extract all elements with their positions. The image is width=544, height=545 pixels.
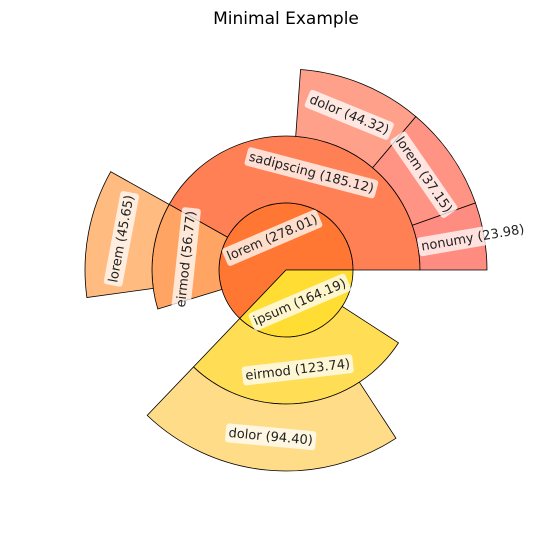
segment xyxy=(146,366,397,472)
value-label: (94.40) xyxy=(265,429,314,448)
segment-label: eirmod(56.77) xyxy=(171,207,201,312)
label-box xyxy=(171,207,201,312)
value-label: (123.74) xyxy=(294,356,351,377)
label-box xyxy=(304,89,394,140)
segments xyxy=(84,69,488,472)
label-box xyxy=(248,273,351,331)
label-box xyxy=(225,423,317,451)
label-text: eirmod(56.77) xyxy=(173,210,198,308)
label-name: lorem xyxy=(106,244,128,283)
value-label: (56.77) xyxy=(179,210,199,259)
segment-label: lorem(278.01) xyxy=(222,209,323,266)
label-box xyxy=(244,147,379,199)
segment-label: dolor (94.40) xyxy=(225,423,317,451)
label-box xyxy=(241,354,354,386)
label-name: eirmod xyxy=(173,261,193,308)
segment-label: lorem(45.65) xyxy=(103,191,140,287)
label-text: eirmod (123.74) xyxy=(245,356,351,383)
chart-title: Minimal Example xyxy=(213,9,359,29)
segment-label: nonumy(23.98) xyxy=(417,219,529,257)
label-name: dolor xyxy=(228,425,263,443)
label-text: dolor (94.40) xyxy=(228,425,314,448)
label-box xyxy=(103,191,140,287)
label-box xyxy=(222,209,323,266)
label-box xyxy=(417,219,529,257)
label-box xyxy=(390,131,458,218)
segment-label: eirmod (123.74) xyxy=(241,354,354,386)
label-name: eirmod xyxy=(245,363,292,383)
